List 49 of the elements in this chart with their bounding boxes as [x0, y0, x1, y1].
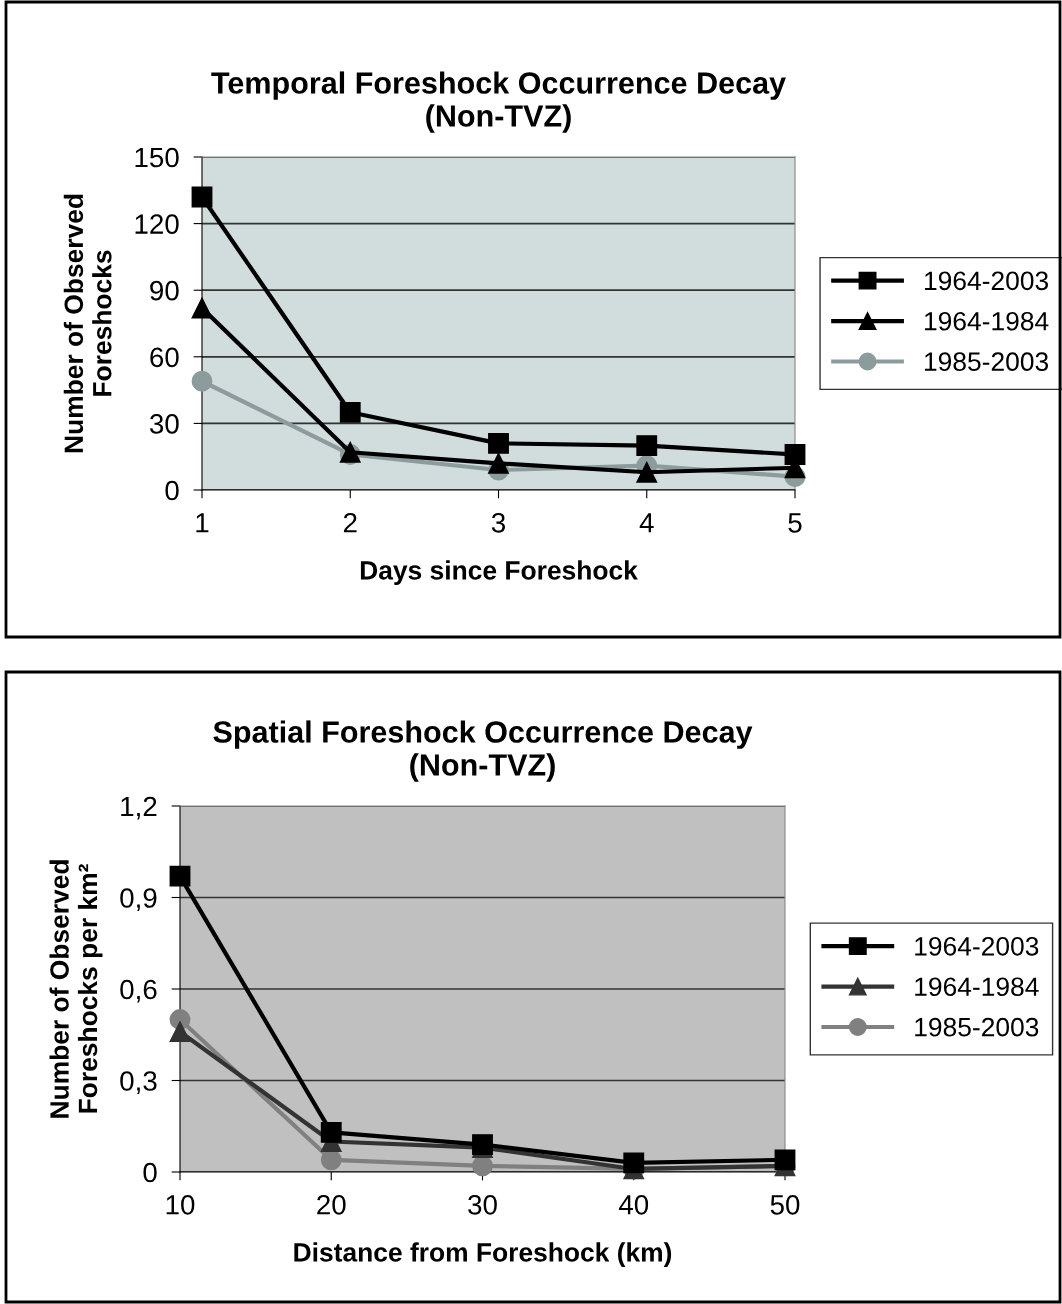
y-axis-title: Number of Observed Foreshocks per km²: [49, 860, 103, 1118]
y-tick-label: 0: [165, 480, 179, 501]
legend-label: 1985-2003: [924, 352, 1049, 372]
point: [339, 401, 361, 423]
point: [191, 186, 213, 208]
x-tick-label: 4: [639, 513, 654, 533]
x-tick-label: 10: [166, 1194, 195, 1215]
x-tick-label: 20: [317, 1194, 346, 1215]
point: [191, 297, 213, 319]
chart-title: Temporal Foreshock Occurrence Decay (Non-TVZ): [211, 71, 786, 133]
point: [169, 1021, 191, 1043]
x-tick-label: 2: [343, 512, 357, 533]
x-axis-title: Days since Foreshock: [360, 560, 638, 585]
y-tick-label: 90: [150, 280, 179, 301]
point: [169, 865, 191, 887]
point: [636, 461, 658, 483]
x-tick-label: 3: [491, 512, 505, 533]
y-tick-label: 30: [149, 414, 179, 434]
point: [320, 1121, 342, 1143]
chart-title: Spatial Foreshock Occurrence Decay (Non-TVZ): [213, 720, 753, 782]
point: [636, 435, 658, 457]
y-tick-label: 1,2: [121, 796, 157, 820]
x-tick-label: 30: [468, 1194, 497, 1215]
legend-label: 1964-1984: [915, 977, 1039, 997]
legend-label: 1985-2003: [915, 1017, 1039, 1037]
x-tick-label: 5: [788, 513, 802, 533]
point: [191, 370, 213, 392]
y-tick-label: 0,6: [120, 979, 157, 1003]
point: [623, 1152, 645, 1174]
y-tick-label: 0,9: [120, 888, 157, 912]
point: [472, 1155, 493, 1177]
y-tick-label: 150: [135, 147, 179, 168]
point: [784, 444, 806, 465]
x-tick-label: 50: [770, 1194, 800, 1215]
point: [488, 452, 509, 474]
y-axis-title: Number of Observed Foreshocks: [63, 194, 112, 453]
y-tick-label: 0,3: [120, 1071, 157, 1095]
x-axis-title: Distance from Foreshock (km): [294, 1242, 672, 1267]
legend-label: 1964-2003: [915, 936, 1039, 956]
legend-label: 1964-1984: [924, 311, 1049, 331]
y-tick-label: 60: [150, 347, 179, 368]
y-tick-label: 120: [135, 214, 179, 234]
x-tick-label: 40: [618, 1194, 649, 1215]
point: [320, 1149, 342, 1171]
point: [774, 1149, 796, 1171]
point: [488, 432, 509, 454]
y-tick-label: 0: [143, 1162, 157, 1183]
legend-label: 1964-2003: [924, 271, 1049, 291]
x-tick-label: 1: [196, 513, 209, 533]
